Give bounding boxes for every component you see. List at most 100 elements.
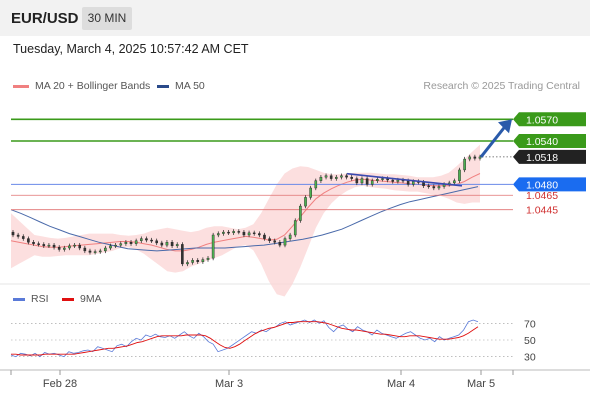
ma50-line	[10, 186, 479, 252]
price-tag-box	[513, 177, 586, 192]
candle-body	[391, 179, 395, 182]
candle-body	[52, 244, 56, 248]
candle-body	[370, 180, 374, 185]
candle	[263, 232, 266, 241]
candle-body	[293, 220, 297, 236]
candle	[104, 245, 107, 254]
price-tag-1.0518: 1.0518	[513, 149, 586, 164]
x-tick-label: Mar 4	[387, 378, 415, 390]
price-tag-label: 1.0518	[526, 152, 558, 164]
candle	[42, 242, 46, 249]
price-tag-1.0465: 1.0465	[526, 190, 558, 202]
candle-body	[355, 178, 359, 184]
candle	[170, 240, 174, 249]
candle	[27, 236, 30, 245]
price-tag-label: 1.0570	[526, 114, 558, 126]
candle-body	[422, 182, 425, 187]
candle	[309, 185, 312, 200]
candle-body	[186, 262, 189, 265]
candle-body	[319, 176, 323, 181]
candle	[437, 184, 441, 191]
candle-body	[432, 186, 436, 189]
candle	[247, 230, 251, 238]
rsi-tick-label: 50	[524, 335, 536, 347]
candle-body	[237, 231, 241, 233]
candle	[329, 173, 333, 181]
candle-body	[381, 178, 384, 180]
bollinger-band	[11, 144, 480, 297]
candle-body	[216, 233, 220, 236]
candle	[211, 232, 215, 261]
candle-body	[314, 180, 318, 189]
candle	[216, 231, 220, 238]
candle-body	[145, 238, 148, 241]
candle	[355, 176, 359, 186]
candle-body	[201, 259, 205, 262]
legend-ma50: MA 50	[157, 80, 205, 92]
candle-body	[37, 243, 40, 245]
legend-ma50-label: MA 50	[175, 80, 205, 92]
candle	[98, 248, 102, 254]
candle	[293, 218, 297, 238]
candle	[340, 173, 343, 180]
legend-9ma: 9MA	[62, 293, 102, 305]
candle-body	[124, 242, 128, 244]
rsi-tick-label: 70	[524, 318, 536, 330]
candle	[463, 156, 466, 173]
candle-body	[252, 232, 256, 235]
candle-body	[57, 247, 61, 250]
price-tag-label: 1.0540	[526, 136, 558, 148]
candle-body	[278, 242, 282, 246]
price-tag-1.0445: 1.0445	[526, 205, 558, 217]
price-tag-box	[513, 134, 586, 148]
candle	[93, 249, 97, 255]
candle-body	[139, 238, 143, 241]
ma9-swatch	[62, 297, 74, 301]
legend-9ma-label: 9MA	[80, 293, 102, 305]
candle	[109, 243, 112, 251]
candle-body	[227, 231, 230, 234]
candle	[273, 238, 277, 245]
candle	[473, 154, 477, 161]
candle-body	[268, 238, 271, 241]
x-tick-label: Feb 28	[43, 378, 77, 390]
candle	[21, 234, 25, 241]
candle-body	[119, 243, 123, 246]
candle-body	[175, 244, 179, 247]
candle-body	[196, 260, 200, 262]
candle	[360, 176, 364, 186]
candle-body	[360, 178, 364, 184]
candle-body	[32, 242, 35, 244]
candle-body	[427, 185, 430, 188]
candle	[196, 258, 200, 264]
candle-body	[365, 178, 369, 185]
candle	[201, 257, 205, 264]
candle	[83, 245, 87, 254]
trendline	[346, 172, 463, 187]
candle	[129, 240, 133, 246]
candle	[350, 174, 354, 181]
candle-body	[155, 240, 158, 244]
candle-body	[170, 242, 174, 247]
candle-body	[129, 242, 133, 244]
candle	[232, 229, 235, 235]
candle-body	[150, 239, 153, 242]
legend-ma20-label: MA 20 + Bollinger Bands	[35, 80, 151, 92]
candle-body	[88, 250, 92, 253]
candle	[32, 240, 35, 246]
candle-body	[68, 245, 71, 249]
candle	[453, 178, 456, 186]
price-tag-1.0540: 1.0540	[513, 134, 586, 148]
candle-body	[47, 244, 51, 247]
candle	[63, 245, 66, 252]
candle	[370, 178, 374, 187]
candle	[175, 242, 179, 249]
candle-body	[288, 234, 292, 239]
candle	[37, 241, 40, 247]
candle	[124, 240, 128, 246]
candle	[88, 248, 92, 255]
timeframe-badge[interactable]: 30 MIN	[82, 7, 132, 30]
candle	[47, 242, 51, 249]
candle	[304, 195, 307, 209]
